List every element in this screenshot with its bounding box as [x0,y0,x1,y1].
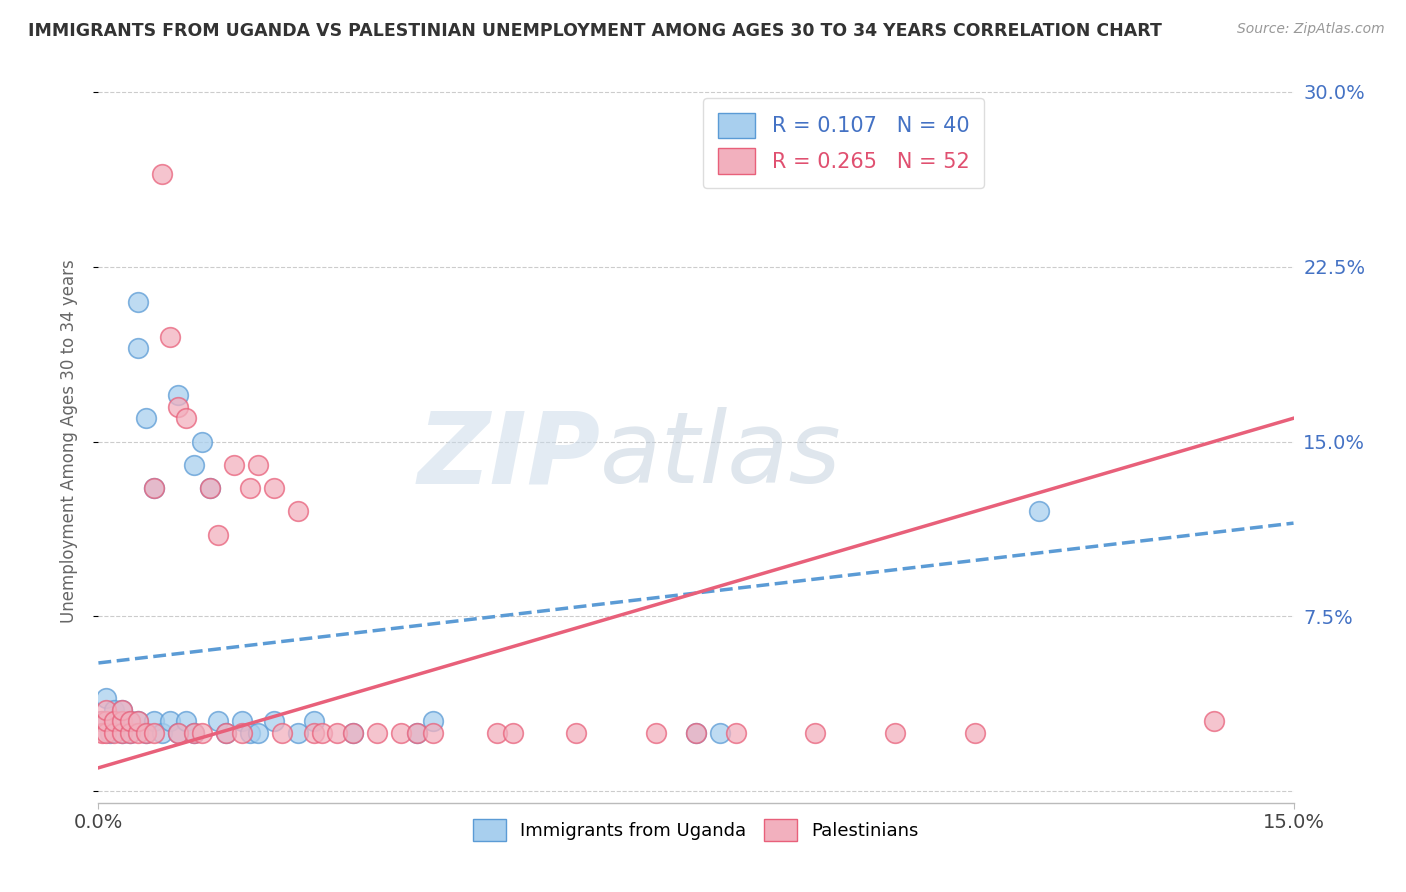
Point [287,504,309,518]
Point [111,726,134,740]
Point [246,726,269,740]
Point [502,726,524,740]
Point [167,726,190,740]
Point [302,714,325,729]
Point [174,411,197,425]
Point [135,411,157,425]
Point [103,714,125,729]
Point [159,329,181,343]
Point [103,702,125,716]
Point [485,726,508,740]
Point [103,714,125,729]
Point [111,702,134,716]
Point [120,726,142,740]
Point [120,714,142,729]
Point [120,726,142,740]
Point [183,458,205,472]
Point [215,726,238,740]
Point [174,714,197,729]
Legend: Immigrants from Uganda, Palestinians: Immigrants from Uganda, Palestinians [465,812,927,848]
Point [231,714,253,729]
Point [150,726,173,740]
Point [127,294,149,309]
Point [239,726,262,740]
Point [111,726,134,740]
Point [135,726,157,740]
Point [222,458,245,472]
Point [565,726,588,740]
Point [183,726,205,740]
Point [98,726,122,740]
Point [127,726,149,740]
Point [143,726,166,740]
Text: ZIP: ZIP [418,408,600,505]
Point [804,726,827,740]
Point [287,726,309,740]
Point [1202,714,1225,729]
Point [127,714,149,729]
Point [135,726,157,740]
Point [183,726,205,740]
Point [103,726,125,740]
Point [709,726,731,740]
Point [239,481,262,495]
Point [96,714,118,729]
Point [342,726,364,740]
Point [645,726,668,740]
Point [143,481,166,495]
Point [96,726,118,740]
Point [263,714,285,729]
Text: IMMIGRANTS FROM UGANDA VS PALESTINIAN UNEMPLOYMENT AMONG AGES 30 TO 34 YEARS COR: IMMIGRANTS FROM UGANDA VS PALESTINIAN UN… [28,22,1161,40]
Point [685,726,707,740]
Point [127,714,149,729]
Point [884,726,907,740]
Point [90,714,112,729]
Point [406,726,429,740]
Point [143,714,166,729]
Point [366,726,388,740]
Point [311,726,333,740]
Point [270,726,292,740]
Point [191,434,214,449]
Text: Source: ZipAtlas.com: Source: ZipAtlas.com [1237,22,1385,37]
Point [246,458,269,472]
Point [111,714,134,729]
Point [96,690,118,705]
Text: atlas: atlas [600,408,842,505]
Point [724,726,747,740]
Point [127,341,149,355]
Point [342,726,364,740]
Point [91,726,114,740]
Point [143,481,166,495]
Point [422,714,444,729]
Point [389,726,412,740]
Point [198,481,221,495]
Point [167,400,190,414]
Point [167,388,190,402]
Point [167,726,190,740]
Point [91,714,114,729]
Point [302,726,325,740]
Point [111,714,134,729]
Point [326,726,349,740]
Point [120,714,142,729]
Point [207,528,229,542]
Point [963,726,986,740]
Point [422,726,444,740]
Point [191,726,214,740]
Point [159,714,181,729]
Point [1028,504,1050,518]
Y-axis label: Unemployment Among Ages 30 to 34 years: Unemployment Among Ages 30 to 34 years [59,260,77,624]
Point [231,726,253,740]
Point [685,726,707,740]
Point [406,726,429,740]
Point [207,714,229,729]
Point [215,726,238,740]
Point [96,702,118,716]
Point [198,481,221,495]
Point [150,167,173,181]
Point [263,481,285,495]
Point [111,702,134,716]
